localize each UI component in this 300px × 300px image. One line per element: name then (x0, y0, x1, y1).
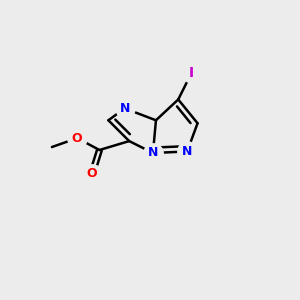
Text: N: N (182, 145, 192, 158)
Text: I: I (189, 66, 194, 80)
Text: O: O (72, 132, 83, 145)
Text: N: N (148, 146, 158, 160)
Text: N: N (119, 102, 130, 115)
Text: O: O (87, 167, 98, 180)
